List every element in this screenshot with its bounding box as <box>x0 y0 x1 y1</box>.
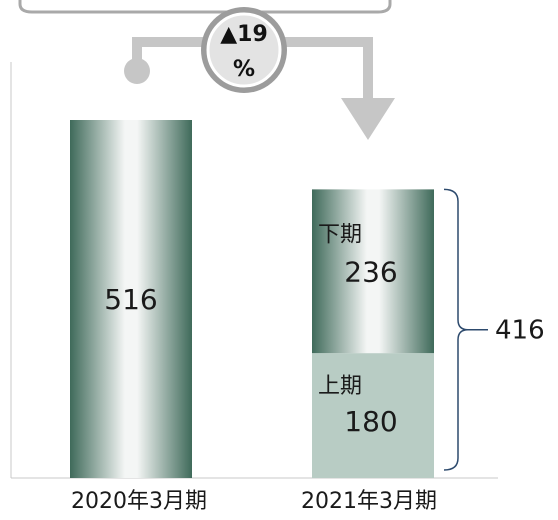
change-badge-unit: % <box>233 57 255 82</box>
upper-segment-name: 下期 <box>318 222 362 247</box>
lower-segment-value: 180 <box>344 405 397 438</box>
bar-2020 <box>70 120 192 478</box>
x-tick-label-2021: 2021年3月期 <box>301 489 437 514</box>
total-bracket <box>443 188 488 471</box>
total-label: 416 <box>495 316 545 346</box>
upper-segment-value: 236 <box>344 255 397 288</box>
change-badge-value: ▲19 <box>220 22 268 47</box>
top-frame <box>18 0 392 14</box>
lower-segment-name: 上期 <box>318 374 362 399</box>
change-badge <box>206 12 282 88</box>
bar-2020-value: 516 <box>104 283 157 316</box>
x-tick-label-2020: 2020年3月期 <box>71 489 207 514</box>
arrow-down-icon <box>341 98 395 140</box>
bar-2021-upper-segment <box>312 189 434 354</box>
bar-2021-lower-segment <box>312 353 434 478</box>
